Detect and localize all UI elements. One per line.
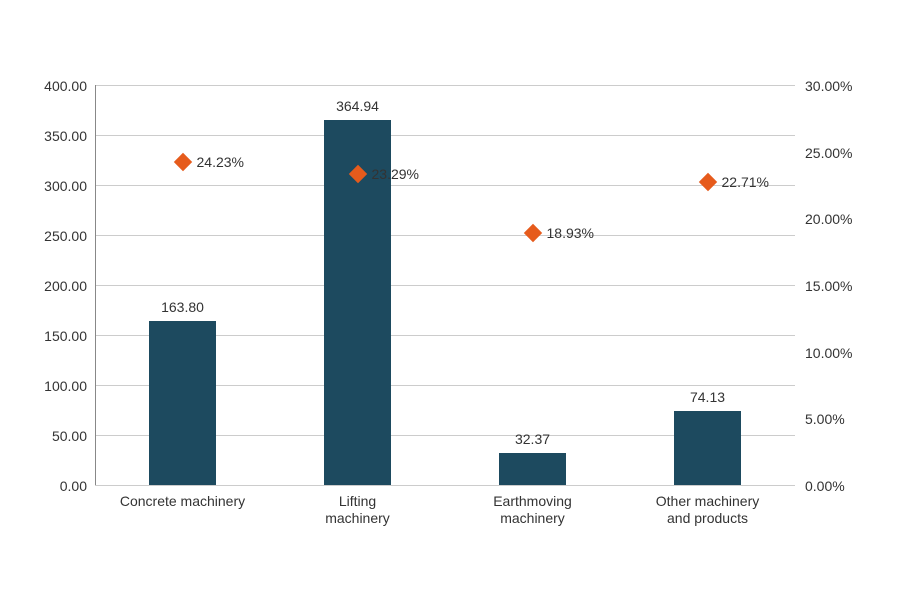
category-label: Earthmoving machinery	[493, 493, 572, 527]
bar-value-label: 364.94	[336, 98, 379, 114]
marker-value-label: 23.29%	[372, 166, 419, 182]
gridline	[95, 485, 795, 486]
left-y-axis-line	[95, 85, 96, 485]
category-label: Concrete machinery	[120, 493, 245, 510]
y-tick-left: 100.00	[27, 378, 87, 394]
y-tick-right: 20.00%	[805, 211, 852, 227]
y-tick-left: 250.00	[27, 228, 87, 244]
y-tick-right: 30.00%	[805, 78, 852, 94]
marker-value-label: 18.93%	[547, 225, 594, 241]
y-tick-right: 10.00%	[805, 345, 852, 361]
marker-value-label: 24.23%	[197, 154, 244, 170]
gridline	[95, 85, 795, 86]
y-tick-right: 15.00%	[805, 278, 852, 294]
gridline	[95, 135, 795, 136]
bar	[499, 453, 566, 485]
y-tick-left: 50.00	[27, 428, 87, 444]
gridline	[95, 285, 795, 286]
y-tick-right: 5.00%	[805, 411, 845, 427]
y-tick-left: 150.00	[27, 328, 87, 344]
y-tick-left: 300.00	[27, 178, 87, 194]
bar-value-label: 32.37	[515, 431, 550, 447]
bar-value-label: 163.80	[161, 299, 204, 315]
category-label: Other machinery and products	[656, 493, 759, 527]
bar-value-label: 74.13	[690, 389, 725, 405]
plot-area: 163.80 364.94 32.37 74.13 24.23% 23.29% 18.93%…	[95, 85, 795, 485]
diamond-marker	[698, 173, 716, 191]
y-tick-left: 400.00	[27, 78, 87, 94]
diamond-marker	[173, 153, 191, 171]
gridline	[95, 185, 795, 186]
gridline	[95, 235, 795, 236]
marker-value-label: 22.71%	[722, 174, 769, 190]
y-tick-left: 0.00	[27, 478, 87, 494]
y-tick-right: 0.00%	[805, 478, 845, 494]
bar	[674, 411, 741, 485]
y-tick-right: 25.00%	[805, 145, 852, 161]
category-label: Lifting machinery	[325, 493, 390, 527]
y-tick-left: 200.00	[27, 278, 87, 294]
combo-chart: 163.80 364.94 32.37 74.13 24.23% 23.29% 18.93%…	[0, 0, 900, 600]
y-tick-left: 350.00	[27, 128, 87, 144]
bar	[149, 321, 216, 485]
diamond-marker	[523, 223, 541, 241]
